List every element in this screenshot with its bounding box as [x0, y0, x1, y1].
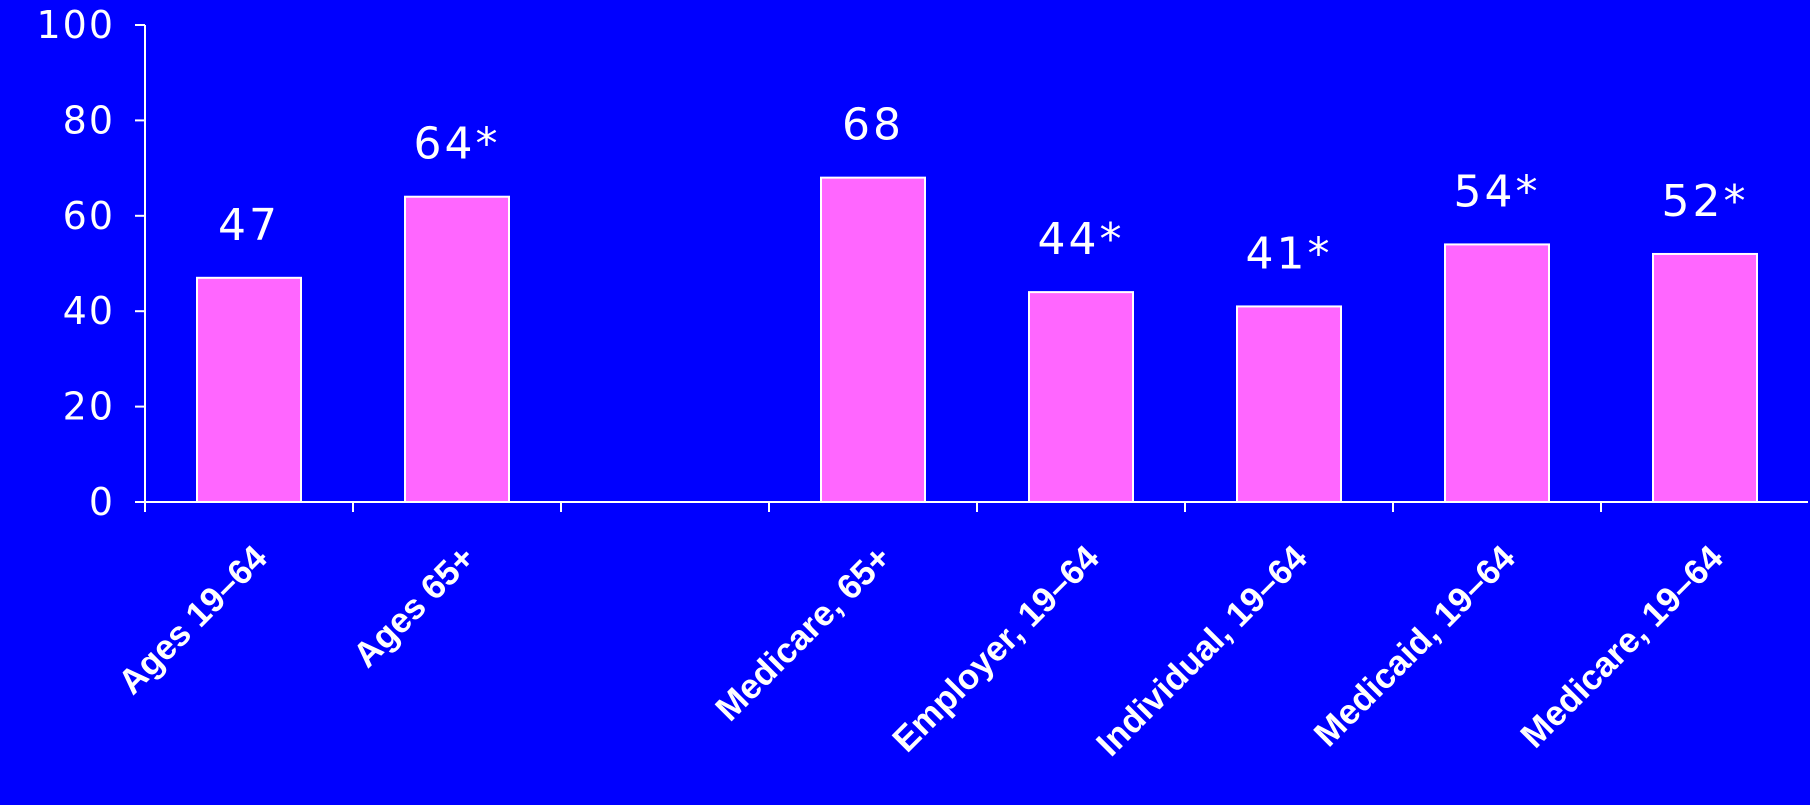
y-tick-label: 0	[89, 480, 115, 524]
x-axis	[144, 501, 1808, 512]
y-axis: 0 20 40 60 80 100	[36, 3, 146, 524]
category-label: Medicare, 65+	[708, 538, 899, 729]
data-label: 54*	[1454, 166, 1541, 217]
y-tick-label: 100	[36, 3, 115, 47]
bar	[1028, 291, 1134, 503]
bar	[820, 176, 926, 503]
category-label: Individual, 19–64	[1089, 538, 1315, 764]
y-tick-label: 20	[63, 385, 115, 429]
bar	[1236, 305, 1342, 503]
category-label: Employer, 19–64	[885, 538, 1107, 760]
data-label: 44*	[1038, 214, 1125, 265]
data-label: 41*	[1246, 228, 1333, 279]
y-tick-label: 60	[63, 194, 115, 238]
data-label: 47	[218, 200, 280, 251]
bars	[196, 176, 1758, 503]
data-labels: 47 64* 68 44* 41* 54* 52*	[218, 100, 1749, 280]
category-label: Medicaid, 19–64	[1307, 538, 1523, 754]
bar	[1652, 252, 1758, 503]
data-label: 68	[842, 100, 904, 151]
data-label: 64*	[414, 119, 501, 170]
bar	[1444, 243, 1550, 503]
y-tick-label: 40	[63, 289, 115, 333]
category-label: Ages 19–64	[111, 538, 275, 702]
category-labels: Ages 19–64 Ages 65+ Medicare, 65+Employer,…	[111, 538, 1731, 764]
bar	[196, 276, 302, 503]
category-label: Ages 65+	[346, 538, 483, 675]
data-label: 52*	[1662, 176, 1749, 227]
category-label: Medicare, 19–64	[1513, 538, 1731, 756]
bar	[404, 195, 510, 503]
y-tick-label: 80	[63, 98, 115, 142]
